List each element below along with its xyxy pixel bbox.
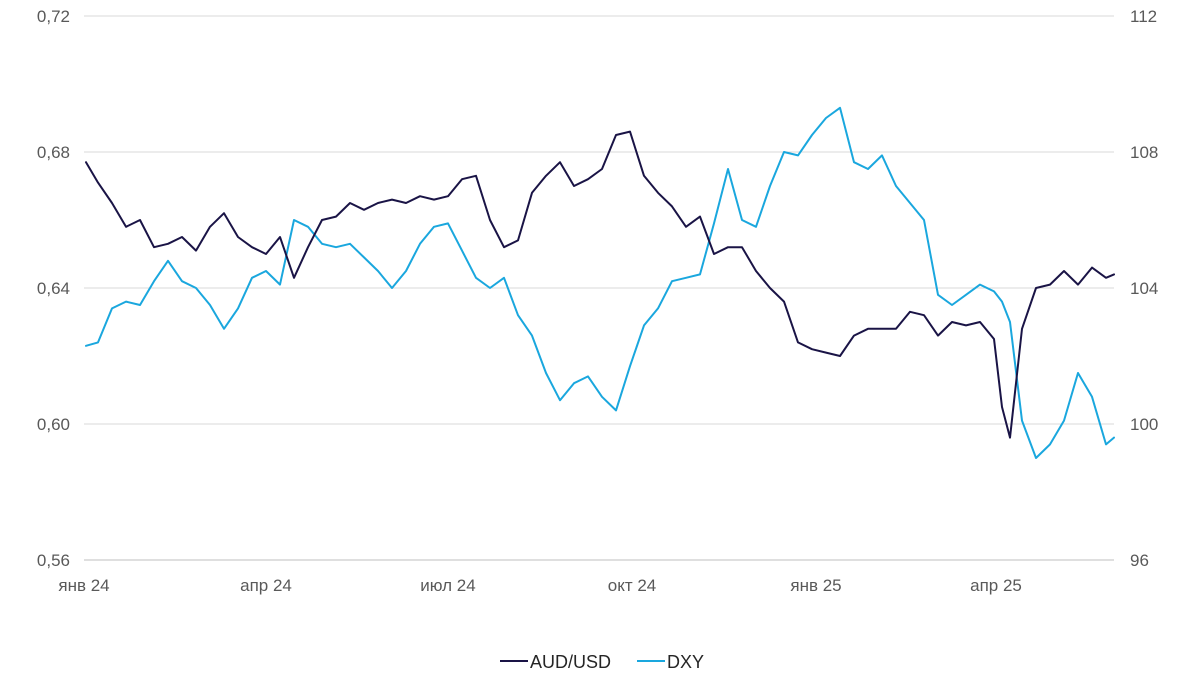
right-y-tick-label: 104 — [1130, 279, 1158, 298]
x-tick-label: апр 24 — [240, 576, 292, 595]
left-y-tick-label: 0,56 — [37, 551, 70, 570]
left-y-axis-labels: 0,56 0,60 0,64 0,68 0,72 — [37, 7, 70, 570]
grid-lines — [84, 15, 1114, 561]
right-y-tick-label: 96 — [1130, 551, 1149, 570]
left-y-tick-label: 0,72 — [37, 7, 70, 26]
legend-label-dxy: DXY — [667, 652, 704, 672]
legend: AUD/USD DXY — [500, 652, 704, 672]
left-y-tick-label: 0,68 — [37, 143, 70, 162]
x-tick-label: июл 24 — [420, 576, 475, 595]
right-y-axis-labels: 96 100 104 108 112 — [1130, 7, 1158, 570]
right-y-tick-label: 112 — [1130, 7, 1157, 26]
right-y-tick-label: 108 — [1130, 143, 1158, 162]
x-tick-label: янв 24 — [58, 576, 109, 595]
left-y-tick-label: 0,64 — [37, 279, 70, 298]
series-lines — [85, 106, 1115, 459]
x-tick-label: янв 25 — [790, 576, 841, 595]
series-line-dxy — [85, 106, 1115, 459]
left-y-tick-label: 0,60 — [37, 415, 70, 434]
x-tick-label: апр 25 — [970, 576, 1022, 595]
right-y-tick-label: 100 — [1130, 415, 1158, 434]
series-line-aud-usd — [85, 130, 1115, 439]
x-axis-labels: янв 24 апр 24 июл 24 окт 24 янв 25 апр 25 — [58, 576, 1022, 595]
legend-label-aud-usd: AUD/USD — [530, 652, 611, 672]
x-tick-label: окт 24 — [608, 576, 657, 595]
